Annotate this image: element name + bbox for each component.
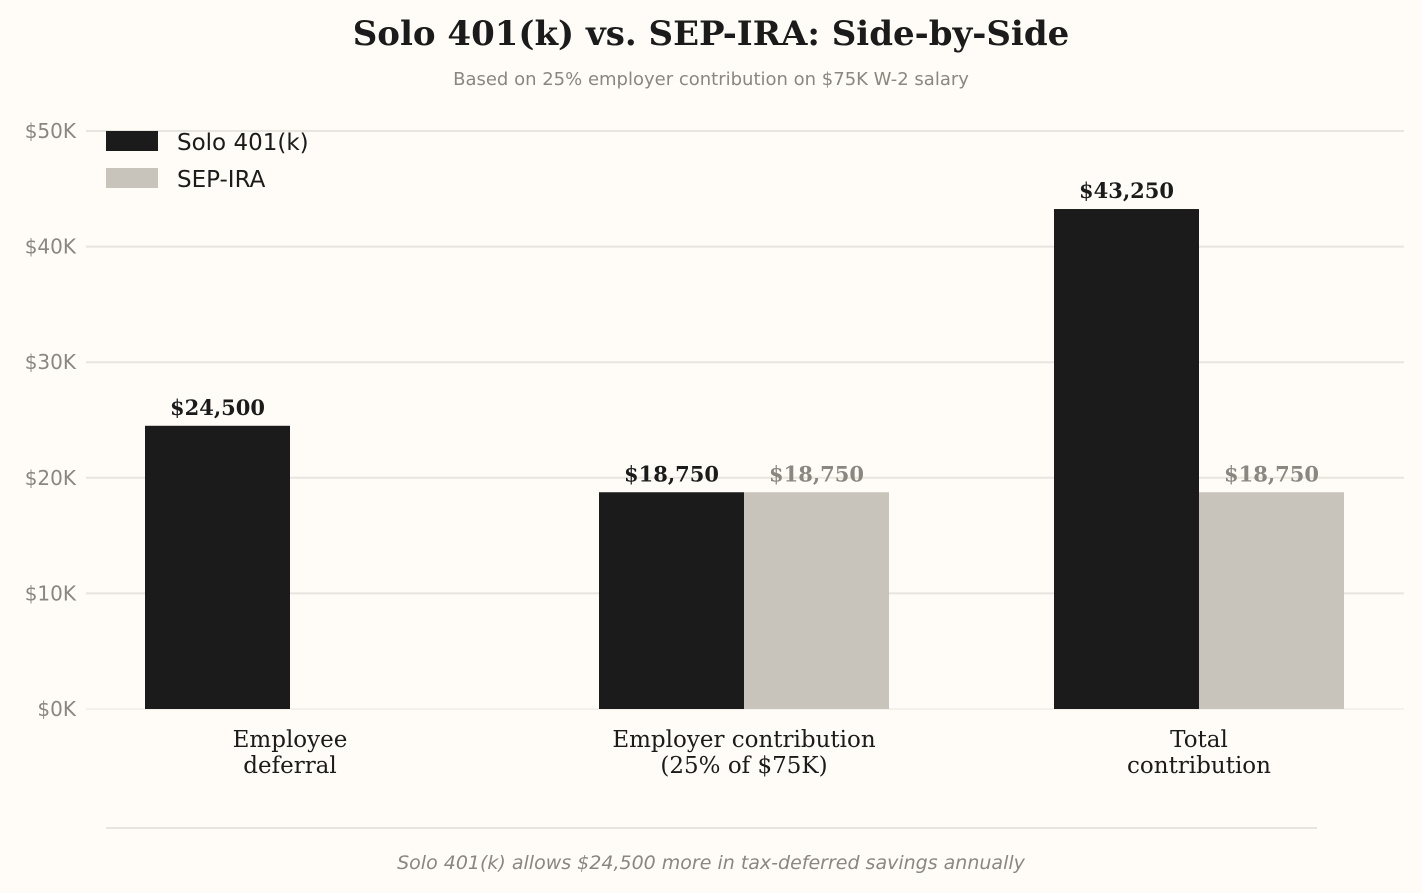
y-tick-label: $10K [25, 581, 77, 605]
footer-divider [106, 827, 1317, 829]
data-label: $18,750 [624, 461, 719, 486]
bar-solo-401k [145, 425, 290, 709]
y-tick-label: $40K [25, 235, 77, 259]
bar-sep-ira [1199, 492, 1344, 709]
x-tick-label: Employee [233, 727, 348, 753]
data-label: $43,250 [1079, 178, 1174, 203]
data-label: $24,500 [170, 395, 265, 420]
bar-sep-ira [744, 492, 889, 709]
legend-swatch [106, 168, 158, 188]
legend-label: Solo 401(k) [177, 130, 309, 156]
x-tick-label: contribution [1127, 753, 1271, 779]
y-tick-label: $0K [37, 697, 76, 721]
legend-label: SEP-IRA [177, 167, 266, 193]
x-tick-label: (25% of $75K) [660, 753, 827, 779]
y-tick-label: $50K [25, 119, 77, 143]
data-label: $18,750 [1224, 461, 1319, 486]
x-tick-label: deferral [243, 753, 337, 779]
bar-solo-401k [599, 492, 744, 709]
y-tick-label: $30K [25, 350, 77, 374]
footer-note: Solo 401(k) allows $24,500 more in tax-d… [397, 852, 1025, 874]
chart-subtitle: Based on 25% employer contribution on $7… [453, 69, 969, 90]
y-tick-label: $20K [25, 466, 77, 490]
legend-swatch [106, 131, 158, 151]
x-tick-label: Total [1170, 727, 1228, 753]
chart-title: Solo 401(k) vs. SEP-IRA: Side-by-Side [352, 14, 1070, 54]
x-tick-label: Employer contribution [612, 727, 876, 753]
bar-solo-401k [1054, 209, 1199, 709]
data-label: $18,750 [769, 461, 864, 486]
